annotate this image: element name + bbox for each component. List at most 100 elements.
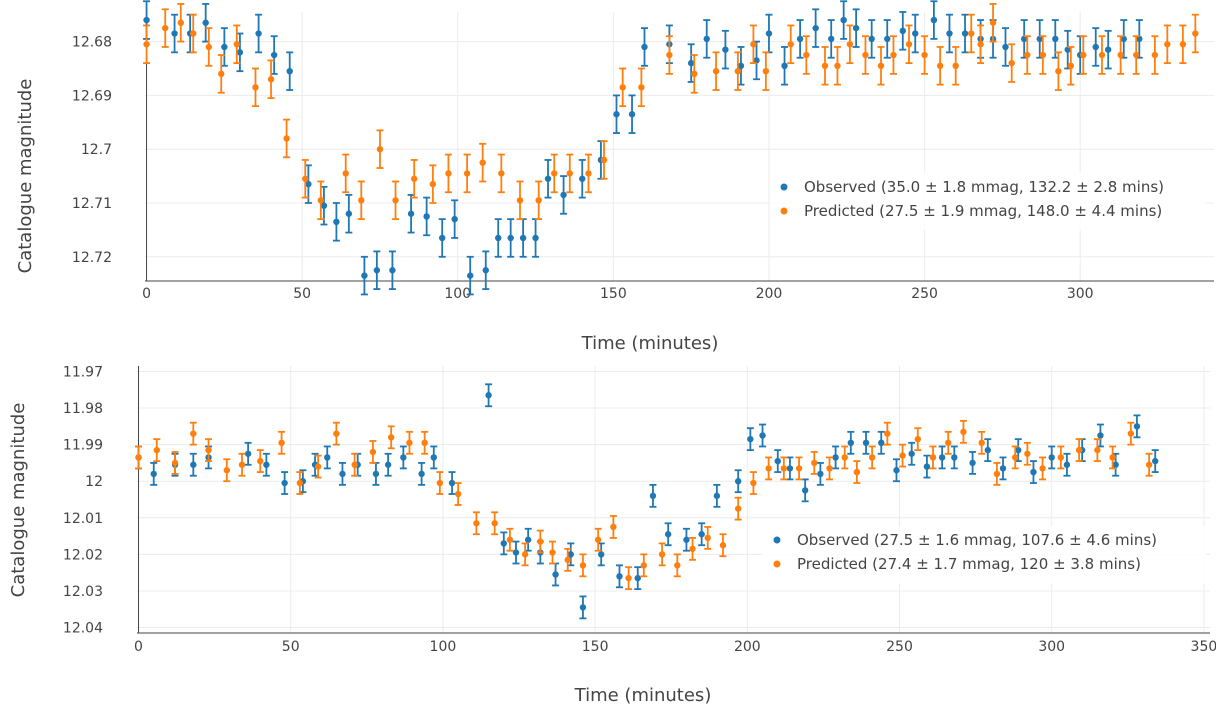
bottom-predicted-point [1011, 445, 1019, 470]
top-predicted-point [749, 24, 757, 65]
bottom-predicted-point [1093, 438, 1101, 462]
top-observed-point [911, 13, 919, 54]
top-observed-point [883, 19, 891, 59]
top-x-tick-label: 250 [911, 286, 938, 302]
bottom-legend-box [762, 526, 1206, 584]
bottom-observed-point [500, 531, 508, 556]
top-observed-point [703, 19, 711, 59]
bottom-observed-point [384, 452, 392, 477]
bottom-observed-point [1151, 449, 1159, 473]
top-x-tick-label: 150 [600, 286, 627, 302]
bottom-x-tick-label: 0 [134, 639, 143, 655]
bottom-predicted-point [719, 533, 727, 558]
bottom-predicted-point [993, 462, 1001, 486]
bottom-predicted-point [369, 440, 377, 464]
top-observed-point [899, 11, 907, 51]
top-predicted-point [1191, 13, 1199, 54]
top-predicted-point [342, 153, 350, 194]
top-observed-point [494, 218, 502, 258]
top-predicted-point [267, 59, 275, 99]
top-predicted-point [637, 67, 645, 108]
bottom-observed-point [759, 423, 767, 448]
bottom-observed-point [150, 462, 158, 486]
top-observed-point [578, 159, 586, 199]
top-predicted-point [392, 180, 400, 221]
top-predicted-point [463, 153, 471, 194]
bottom-predicted-point [351, 452, 359, 477]
bottom-observed-point [338, 462, 346, 486]
top-predicted-point [233, 24, 241, 65]
bottom-observed-point [786, 456, 794, 481]
top-y-axis-title: Catalogue magnitude [15, 79, 36, 274]
bottom-legend-predicted-marker [773, 560, 781, 568]
top-predicted-point [535, 180, 543, 221]
bottom-observed-point [1133, 414, 1141, 439]
top-axes [145, 12, 1214, 282]
bottom-observed-point [969, 451, 977, 475]
top-observed-point [781, 46, 789, 86]
top-predicted-point [734, 51, 742, 91]
bottom-observed-point [448, 471, 456, 495]
bottom-predicted-point [153, 438, 161, 462]
top-y-tick-label: 12.7 [81, 142, 112, 158]
bottom-predicted-point [1109, 445, 1117, 470]
top-predicted-point [762, 51, 770, 91]
bottom-predicted-point [278, 430, 286, 455]
bottom-observed-point [1029, 460, 1037, 484]
bottom-observed-point [418, 462, 426, 486]
bottom-predicted-point [704, 526, 712, 550]
bottom-observed-point [908, 441, 916, 466]
top-predicted-point [833, 46, 841, 86]
top-predicted-point [479, 142, 487, 183]
bottom-observed-point [323, 445, 331, 470]
bottom-observed-point [262, 452, 270, 477]
bottom-predicted-point [189, 421, 197, 446]
bottom-predicted-point [454, 482, 462, 506]
top-observed-point [220, 27, 228, 67]
top-predicted-point [251, 67, 259, 108]
top-observed-point [373, 250, 381, 290]
top-predicted-point [1023, 35, 1031, 75]
bottom-observed-point [801, 478, 809, 503]
bottom-x-tick-label: 50 [282, 639, 300, 655]
top-predicted-point [600, 140, 608, 180]
bottom-predicted-point [609, 515, 617, 539]
bottom-predicted-point [171, 451, 179, 475]
bottom-observed-point [512, 540, 520, 565]
top-predicted-point [497, 153, 505, 194]
bottom-observed-point [832, 445, 840, 470]
top-predicted-point [846, 24, 854, 65]
bottom-predicted-point [944, 430, 952, 455]
top-observed-point [388, 250, 396, 290]
bottom-predicted-point [205, 438, 213, 462]
bottom-observed-point [615, 564, 623, 589]
top-predicted-point [712, 51, 720, 91]
bottom-observed-point [713, 483, 721, 508]
bottom-observed-point [816, 462, 824, 486]
bottom-predicted-point [689, 537, 697, 561]
top-predicted-point [690, 54, 698, 94]
top-observed-point [868, 19, 876, 59]
bottom-predicted-point [1145, 452, 1153, 477]
bottom-x-tick-label: 350 [1191, 639, 1216, 655]
bottom-observed-point [430, 445, 438, 470]
bottom-observed-point [1048, 445, 1056, 470]
bottom-predicted-point [929, 445, 937, 470]
bottom-predicted-point [899, 443, 907, 468]
bottom-observed-point [892, 458, 900, 483]
top-predicted-point [283, 118, 291, 159]
top-predicted-point [550, 153, 558, 194]
top-predicted-point [936, 46, 944, 86]
bottom-x-tick-label: 100 [430, 639, 457, 655]
bottom-observed-point [698, 522, 706, 547]
top-data-marks [143, 0, 1199, 296]
bottom-predicted-point [841, 445, 849, 470]
bottom-predicted-point [296, 471, 304, 495]
bottom-predicted-point [536, 529, 544, 554]
bottom-predicted-point [853, 460, 861, 484]
bottom-predicted-point [795, 456, 803, 481]
top-predicted-point [889, 35, 897, 75]
bottom-observed-point [281, 471, 289, 495]
top-observed-point [796, 19, 804, 59]
